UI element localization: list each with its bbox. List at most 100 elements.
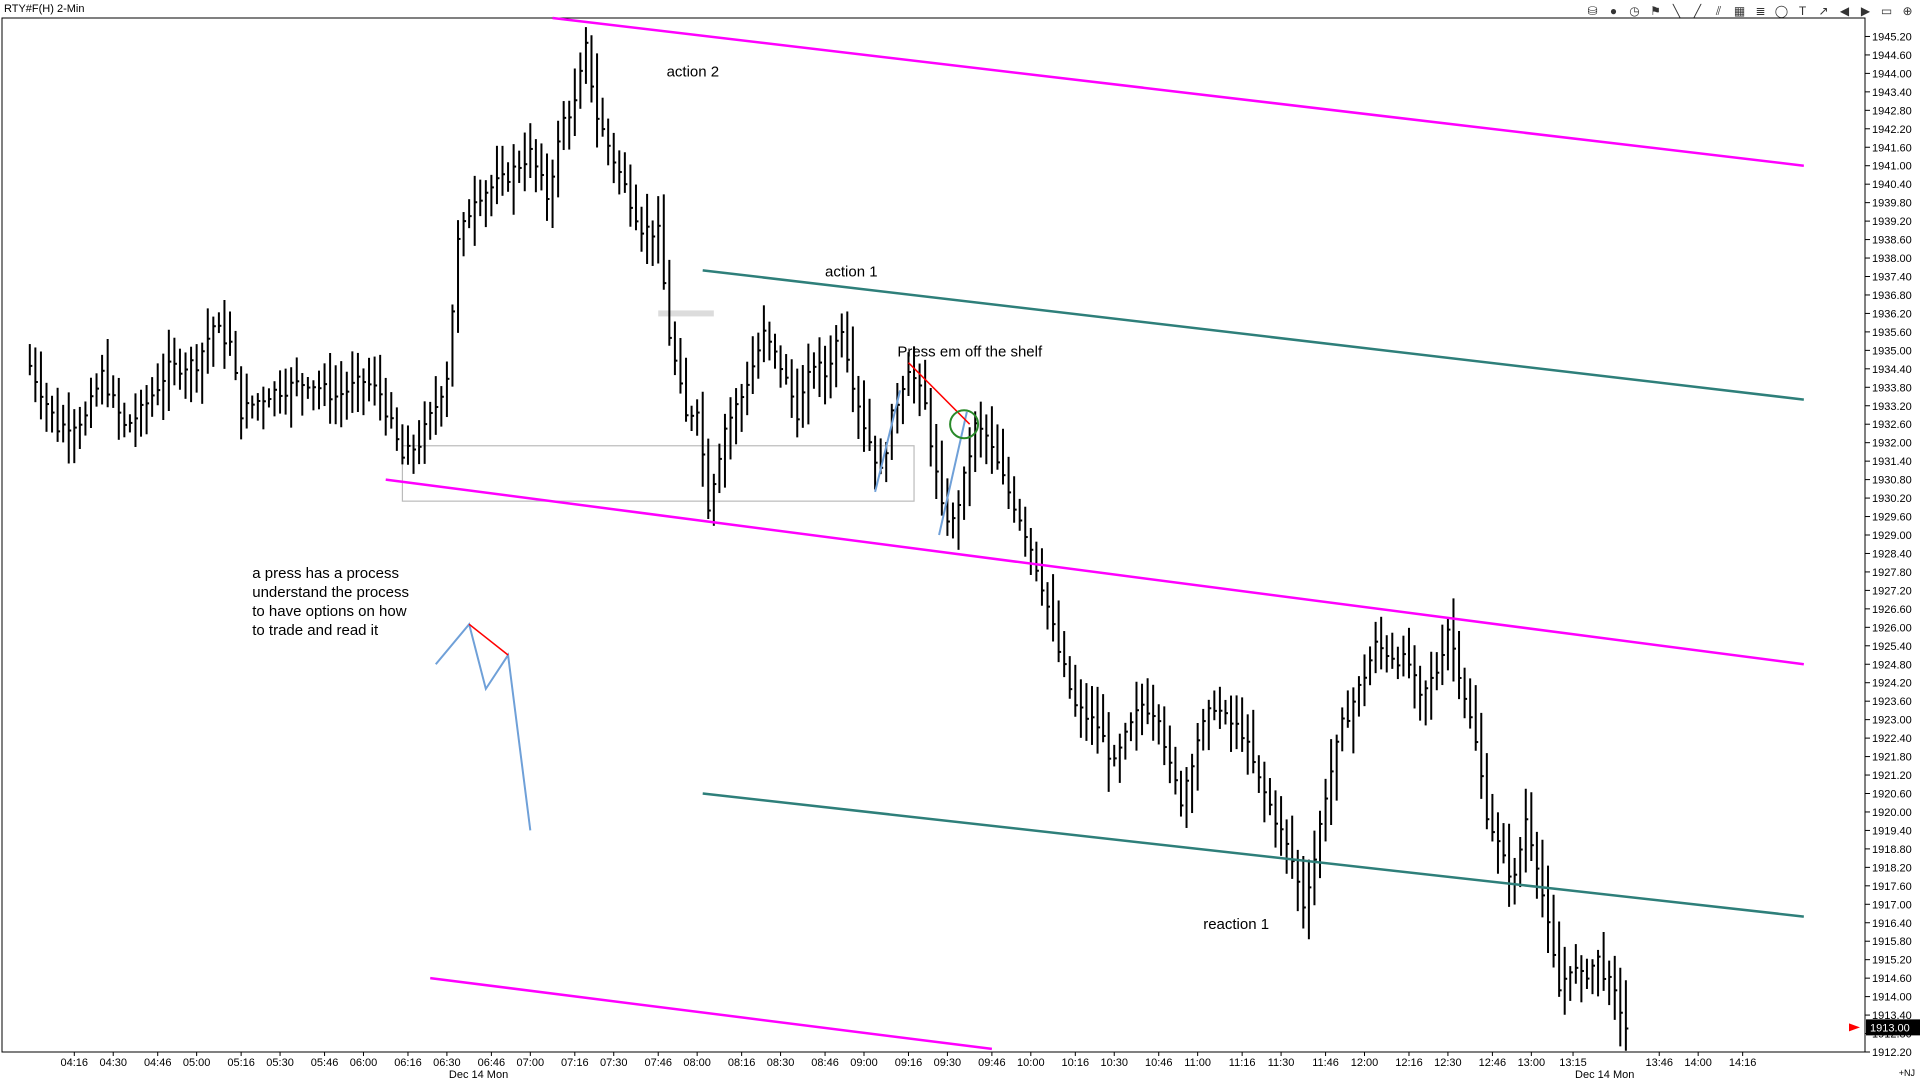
price-bar [951, 502, 956, 539]
price-bar [790, 359, 795, 418]
grid-tool-icon[interactable]: ▦ [1733, 4, 1746, 18]
price-bar [1574, 944, 1579, 984]
price-bar [568, 100, 572, 150]
price-bar [1002, 428, 1006, 485]
price-bar [1496, 812, 1501, 874]
price-bar [128, 414, 133, 433]
price-bar [1385, 635, 1390, 673]
price-bar [412, 434, 417, 474]
y-tick-label: 1929.00 [1872, 530, 1912, 542]
y-tick-label: 1912.20 [1872, 1047, 1912, 1059]
price-bar [362, 368, 366, 416]
fibonacci-icon[interactable]: ≣ [1755, 4, 1766, 18]
price-bar [1380, 616, 1384, 670]
price-bar [123, 402, 127, 438]
zoom-icon[interactable]: ⊕ [1902, 4, 1913, 18]
price-bar [217, 312, 222, 334]
circle-tool-icon[interactable]: ◯ [1774, 4, 1789, 18]
price-bar [284, 368, 289, 415]
price-bar [740, 383, 745, 432]
price-bar [273, 381, 277, 417]
y-tick-label: 1924.80 [1872, 659, 1912, 671]
x-tick-label: 05:46 [311, 1057, 339, 1069]
price-bar [1480, 712, 1484, 799]
price-bar [1619, 967, 1623, 1047]
x-tick-label: 13:15 [1559, 1057, 1587, 1069]
price-bar [818, 337, 822, 398]
chart-title: RTY#F(H) 2-Min [4, 3, 85, 15]
y-tick-label: 1916.40 [1872, 918, 1912, 930]
price-bar [940, 440, 945, 516]
price-bar [262, 386, 266, 430]
price-bar [601, 97, 606, 137]
x-tick-label: 04:46 [144, 1057, 172, 1069]
label-reaction-1: reaction 1 [1203, 916, 1269, 933]
price-bar [1363, 654, 1367, 707]
y-tick-label: 1939.20 [1872, 216, 1912, 228]
price-bar [1369, 646, 1373, 686]
last-price-box [1866, 1019, 1920, 1036]
price-bar [45, 382, 49, 432]
y-tick-label: 1923.60 [1872, 696, 1912, 708]
price-bar [924, 359, 928, 410]
price-bar [685, 357, 689, 422]
press-sketch [435, 622, 532, 831]
scroll-right-icon[interactable]: ▶ [1860, 4, 1871, 18]
price-bar [729, 397, 734, 460]
price-bar [1446, 618, 1451, 671]
price-bar [545, 153, 550, 221]
price-bar [651, 220, 656, 266]
record-icon[interactable]: ● [1609, 4, 1618, 18]
price-bar [490, 174, 494, 217]
price-bar [345, 371, 350, 420]
price-bar [762, 305, 767, 363]
channel-icon[interactable]: ⫽ [1715, 4, 1722, 18]
data-source-icon[interactable]: ⛁ [1587, 4, 1598, 18]
price-bar [1608, 960, 1612, 1006]
arrow-tool-icon[interactable]: ↗ [1818, 4, 1829, 18]
price-bar [1402, 635, 1406, 677]
x-tick-label: 05:30 [266, 1057, 294, 1069]
price-bar [890, 403, 895, 460]
y-tick-label: 1942.20 [1872, 124, 1912, 136]
x-tick-label: 06:16 [394, 1057, 422, 1069]
price-bar [657, 196, 661, 264]
scroll-left-icon[interactable]: ◀ [1839, 4, 1850, 18]
y-tick-label: 1924.20 [1872, 678, 1912, 690]
price-bar [290, 367, 294, 428]
price-bar [1346, 690, 1351, 728]
price-bar [862, 380, 867, 452]
y-tick-label: 1927.20 [1872, 585, 1912, 597]
y-tick-label: 1938.60 [1872, 235, 1912, 247]
x-tick-label: 09:00 [850, 1057, 878, 1069]
ray-line-icon[interactable]: ╱ [1693, 4, 1702, 18]
flag-icon[interactable]: ⚑ [1650, 4, 1661, 18]
price-bar [1179, 770, 1184, 817]
y-tick-label: 1935.60 [1872, 327, 1912, 339]
price-bar [1146, 678, 1151, 725]
y-tick-label: 1940.40 [1872, 179, 1912, 191]
price-bar [1174, 746, 1178, 795]
draw-line-icon[interactable]: ╲ [1672, 4, 1681, 18]
price-bar [634, 184, 639, 231]
price-bar [84, 401, 88, 436]
x-tick-label: 06:46 [478, 1057, 506, 1069]
price-bar [557, 120, 561, 198]
y-tick-label: 1915.80 [1872, 936, 1912, 948]
y-tick-label: 1918.80 [1872, 844, 1912, 856]
x-tick-label: 06:00 [350, 1057, 378, 1069]
page-icon[interactable]: ▭ [1880, 4, 1893, 18]
price-bar [690, 405, 695, 431]
price-bar [1024, 506, 1028, 557]
price-bar [801, 365, 806, 428]
price-bar [774, 333, 778, 369]
text-tool-icon[interactable]: T [1798, 4, 1807, 18]
clock-icon[interactable]: ◷ [1629, 4, 1640, 18]
price-bar [1624, 980, 1629, 1051]
price-bar [1202, 708, 1206, 751]
price-bar [1602, 932, 1607, 991]
price-bar [429, 401, 433, 440]
price-bar [579, 52, 583, 109]
price-bar [106, 338, 111, 408]
